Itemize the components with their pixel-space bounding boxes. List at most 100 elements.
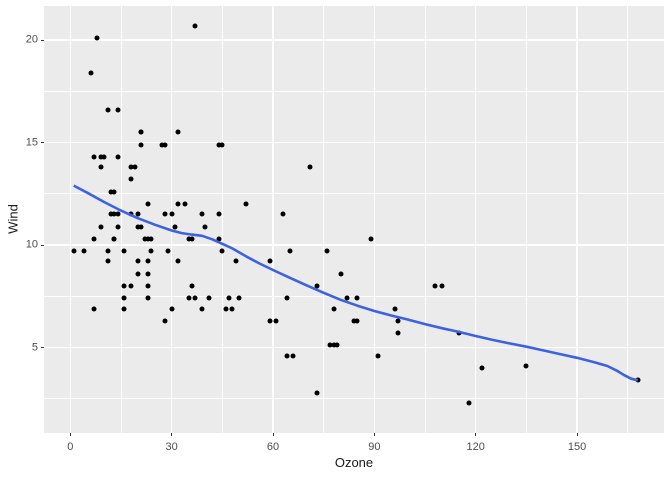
data-point — [307, 164, 313, 170]
data-point — [354, 295, 360, 301]
data-point — [135, 271, 141, 277]
data-point — [439, 283, 445, 289]
data-point — [145, 258, 151, 264]
data-point — [375, 353, 381, 359]
x-minor-gridline — [627, 6, 629, 433]
data-point — [172, 224, 178, 230]
data-point — [145, 201, 151, 207]
data-point — [243, 201, 249, 207]
x-tick-label: 60 — [266, 441, 280, 453]
data-point — [148, 236, 154, 242]
x-major-gridline — [171, 6, 173, 433]
data-point — [162, 142, 168, 148]
data-point — [466, 400, 472, 406]
y-minor-gridline — [44, 295, 664, 297]
y-tick-label: 20 — [25, 33, 38, 46]
x-major-gridline — [373, 6, 375, 433]
data-point — [115, 107, 121, 113]
data-point — [105, 258, 110, 264]
x-tick-mark — [373, 433, 375, 436]
x-minor-gridline — [120, 6, 122, 433]
data-point — [98, 224, 104, 230]
x-tick-mark — [69, 433, 71, 436]
x-major-gridline — [272, 6, 274, 433]
data-point — [354, 318, 360, 324]
y-minor-gridline — [44, 398, 664, 400]
x-tick-mark — [475, 433, 477, 436]
data-point — [175, 258, 181, 264]
x-axis-title: Ozone — [334, 455, 374, 470]
data-point — [162, 211, 168, 217]
data-point — [314, 283, 320, 289]
x-major-gridline — [475, 6, 477, 433]
data-point — [219, 142, 225, 148]
data-point — [138, 224, 144, 230]
y-tick-label: 15 — [25, 136, 38, 149]
plot-panel — [44, 6, 664, 433]
x-tick-label: 0 — [67, 441, 74, 453]
data-point — [94, 35, 100, 41]
x-tick-mark — [576, 433, 578, 436]
data-point — [128, 211, 134, 217]
data-point — [189, 283, 195, 289]
data-point — [635, 377, 641, 383]
data-point — [236, 295, 242, 301]
data-point — [189, 236, 195, 242]
x-tick-label: 150 — [567, 441, 587, 453]
data-point — [338, 271, 344, 277]
data-point — [162, 318, 168, 324]
data-point — [175, 129, 181, 135]
x-major-gridline — [69, 6, 71, 433]
data-point — [331, 306, 337, 312]
data-point — [91, 306, 97, 312]
data-point — [128, 176, 134, 182]
data-point — [192, 23, 198, 29]
data-point — [138, 142, 144, 148]
data-point — [121, 306, 127, 312]
y-major-gridline — [44, 346, 664, 349]
data-point — [314, 390, 320, 396]
data-point — [432, 283, 438, 289]
x-tick-mark — [171, 433, 173, 436]
y-tick-mark — [41, 347, 44, 349]
x-tick-label: 30 — [165, 441, 178, 453]
data-point — [202, 224, 208, 230]
data-point — [456, 330, 462, 336]
data-point — [145, 295, 151, 301]
x-tick-label: 90 — [368, 441, 381, 453]
data-point — [115, 224, 121, 230]
x-minor-gridline — [221, 6, 223, 433]
data-point — [101, 154, 107, 160]
data-point — [138, 129, 144, 135]
data-point — [169, 306, 175, 312]
data-point — [145, 271, 151, 277]
data-point — [135, 258, 141, 264]
data-point — [98, 164, 104, 170]
y-major-gridline — [44, 244, 664, 246]
x-tick-mark — [272, 433, 274, 436]
data-point — [128, 283, 134, 289]
y-minor-gridline — [44, 90, 664, 92]
data-point — [111, 189, 117, 195]
y-tick-mark — [41, 142, 44, 144]
y-major-gridline — [44, 141, 664, 144]
data-point — [392, 306, 398, 312]
x-minor-gridline — [424, 6, 426, 433]
data-point — [206, 295, 212, 301]
data-point — [145, 283, 151, 289]
data-point — [226, 295, 232, 301]
data-point — [395, 330, 401, 336]
data-point — [267, 258, 273, 264]
data-point — [111, 236, 117, 242]
data-point — [199, 306, 205, 312]
x-tick-label: 120 — [466, 441, 485, 453]
data-point — [186, 295, 192, 301]
y-tick-mark — [41, 39, 44, 41]
data-point — [148, 248, 154, 254]
data-point — [273, 318, 279, 324]
data-point — [121, 283, 127, 289]
data-point — [115, 154, 121, 160]
data-point — [111, 211, 117, 217]
data-point — [331, 342, 337, 348]
data-point — [98, 154, 104, 160]
